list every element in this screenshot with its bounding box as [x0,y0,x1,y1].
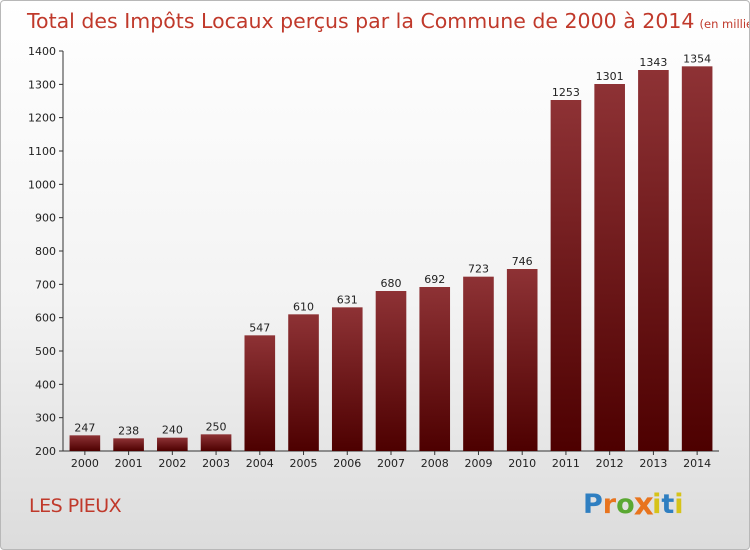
x-tick-label-2004: 2004 [246,457,274,470]
axes: 200 300 400 500 600 700 800 900 1000 1100 1200 1300… [28,45,719,470]
x-tick-label-2003: 2003 [202,457,230,470]
bars: 247 238 240 250 547 610 631 680 692 723 746 1253 130… [69,52,713,451]
x-tick-label-2013: 2013 [639,457,667,470]
proxiti-logo: Proxiti [583,486,684,523]
y-tick-label: 1200 [28,112,56,125]
value-label-2013: 1343 [639,56,667,69]
chart-subtitle: (en milliers d'€) [700,17,750,31]
y-tick-label: 900 [35,212,56,225]
bar-2006 [331,307,363,451]
value-label-2012: 1301 [596,70,624,83]
x-tick-label-2002: 2002 [158,457,186,470]
logo-letter: r [602,489,617,520]
logo-letter: o [616,489,635,520]
bar-2014 [681,66,713,451]
bar-2002 [157,437,188,451]
logo-letter: i [652,489,662,520]
value-label-2014: 1354 [683,52,711,65]
value-label-2002: 240 [162,424,183,437]
y-tick-label: 1100 [28,145,56,158]
y-tick-label: 1000 [28,178,56,191]
y-tick-label: 800 [35,245,56,258]
value-label-2005: 610 [293,300,314,313]
bar-2003 [200,434,232,451]
y-tick-label: 1400 [28,45,56,58]
x-tick-label-2007: 2007 [377,457,405,470]
value-label-2004: 547 [249,321,270,334]
logo-letter: i [674,489,684,520]
value-label-2006: 631 [337,293,358,306]
x-tick-label-2010: 2010 [508,457,536,470]
bar-2011 [550,100,582,451]
bar-2009 [463,276,494,451]
y-tick-label: 500 [35,345,56,358]
bar-2005 [288,314,319,451]
x-tick-label-2014: 2014 [683,457,711,470]
x-tick-label-2011: 2011 [552,457,580,470]
chart-title: Total des Impôts Locaux perçus par la Co… [26,9,694,33]
x-tick-label-2005: 2005 [290,457,318,470]
x-tick-label-2009: 2009 [464,457,492,470]
x-tick-label-2006: 2006 [333,457,361,470]
x-tick-label-2012: 2012 [596,457,624,470]
logo-letter: x [633,486,654,523]
commune-name: LES PIEUX [29,495,122,517]
bar-2000 [69,435,101,451]
chart-svg: Total des Impôts Locaux perçus par la Co… [26,9,750,470]
bar-2013 [638,70,669,451]
y-tick-label: 200 [35,445,56,458]
x-tick-label-2001: 2001 [115,457,143,470]
bar-2010 [506,269,538,451]
logo-letter: P [583,489,603,520]
value-label-2000: 247 [74,421,95,434]
bar-2008 [419,287,451,451]
y-tick-label: 1300 [28,78,56,91]
y-tick-label: 400 [35,378,56,391]
chart-title-group: Total des Impôts Locaux perçus par la Co… [26,9,750,33]
logo-letter: t [661,489,675,520]
bar-2001 [113,438,144,451]
value-label-2003: 250 [206,420,227,433]
value-label-2001: 238 [118,424,139,437]
value-label-2007: 680 [381,277,402,290]
bar-2007 [375,291,407,451]
y-tick-label: 700 [35,278,56,291]
value-label-2009: 723 [468,263,489,276]
value-label-2008: 692 [424,273,445,286]
value-label-2011: 1253 [552,86,580,99]
value-label-2010: 746 [512,255,533,268]
x-tick-label-2000: 2000 [71,457,99,470]
y-tick-label: 600 [35,312,56,325]
y-tick-label: 300 [35,412,56,425]
bar-2012 [594,84,625,451]
bar-2004 [244,335,276,451]
x-tick-label-2008: 2008 [421,457,449,470]
